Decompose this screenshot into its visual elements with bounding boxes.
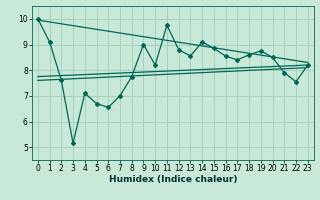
X-axis label: Humidex (Indice chaleur): Humidex (Indice chaleur) bbox=[108, 175, 237, 184]
